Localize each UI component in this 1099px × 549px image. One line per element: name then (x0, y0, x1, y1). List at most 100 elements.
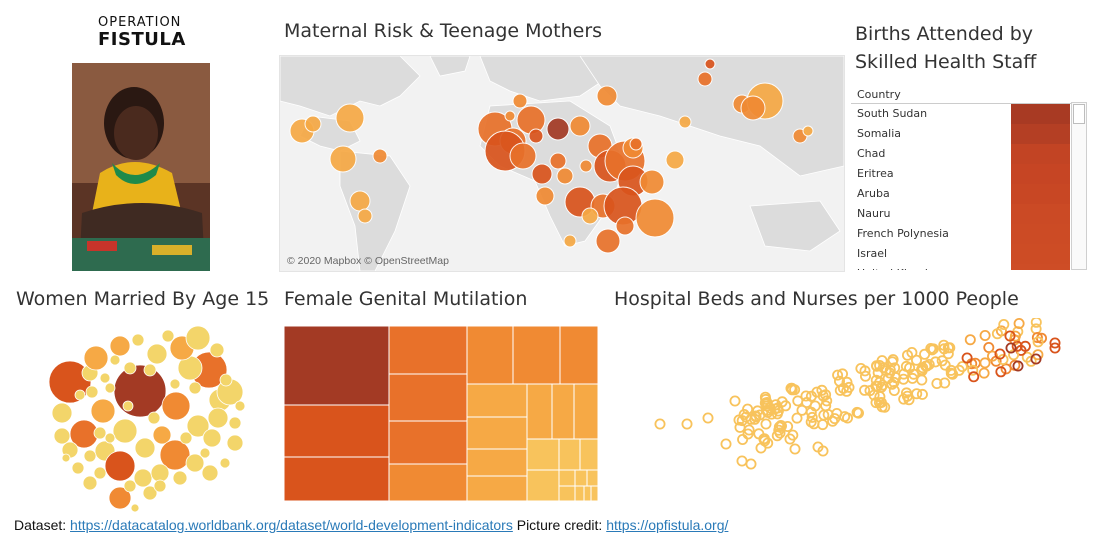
married-bubble[interactable] (109, 335, 131, 357)
married-bubble[interactable] (207, 407, 229, 429)
married-bubble[interactable] (133, 468, 153, 488)
scatter-point[interactable] (916, 388, 928, 400)
births-row[interactable]: Israel (857, 247, 888, 260)
births-bar[interactable] (1011, 164, 1070, 185)
map-bubble[interactable] (516, 105, 546, 135)
scatter-point[interactable] (820, 400, 832, 412)
married-bubbles[interactable] (30, 318, 260, 513)
married-bubble[interactable] (142, 485, 158, 501)
map-bubble[interactable] (581, 207, 599, 225)
map-bubble[interactable] (329, 145, 357, 173)
married-bubble[interactable] (146, 343, 168, 365)
map-bubble[interactable] (563, 234, 577, 248)
married-bubble[interactable] (104, 450, 136, 482)
scatter-point[interactable] (868, 389, 880, 401)
scatter-point[interactable] (654, 418, 666, 430)
fgm-cell[interactable] (526, 438, 560, 471)
births-bar[interactable] (1011, 224, 1070, 245)
scatter-point[interactable] (809, 400, 821, 412)
married-bubble[interactable] (209, 342, 225, 358)
married-bubble[interactable] (228, 416, 242, 430)
scatter-point[interactable] (837, 382, 849, 394)
births-row[interactable]: Chad (857, 147, 886, 160)
married-bubble[interactable] (123, 361, 137, 375)
married-bubble[interactable] (123, 479, 137, 493)
births-bar[interactable] (1011, 124, 1070, 145)
scatter-point[interactable] (786, 382, 798, 394)
scatter-point[interactable] (945, 367, 957, 379)
scatter-point[interactable] (782, 421, 794, 433)
births-row[interactable]: Eritrea (857, 167, 894, 180)
scatter-point[interactable] (919, 348, 931, 360)
scatter-point[interactable] (923, 359, 935, 371)
scatter-point[interactable] (791, 412, 803, 424)
map-bubble[interactable] (546, 117, 570, 141)
married-bubble[interactable] (74, 389, 86, 401)
married-bubble[interactable] (51, 402, 73, 424)
births-row[interactable]: South Sudan (857, 107, 928, 120)
scatter-point[interactable] (1004, 330, 1016, 342)
dataset-link[interactable]: https://datacatalog.worldbank.org/datase… (70, 517, 513, 533)
married-bubble[interactable] (53, 427, 71, 445)
map-bubble[interactable] (528, 128, 544, 144)
scatter-point[interactable] (910, 354, 922, 366)
scatter-point[interactable] (944, 342, 956, 354)
married-bubble[interactable] (186, 414, 210, 438)
scatter-point[interactable] (897, 373, 909, 385)
married-bubble[interactable] (161, 391, 191, 421)
married-bubble[interactable] (85, 385, 99, 399)
scatter-point[interactable] (787, 429, 799, 441)
scatter-point[interactable] (681, 418, 693, 430)
married-bubble[interactable] (83, 449, 97, 463)
married-bubble[interactable] (83, 345, 109, 371)
scatter-point[interactable] (859, 370, 871, 382)
scatter-point[interactable] (1009, 330, 1021, 342)
married-bubble[interactable] (122, 400, 134, 412)
scatter-point[interactable] (851, 406, 863, 418)
married-bubble[interactable] (179, 431, 193, 445)
fgm-cell[interactable] (573, 383, 599, 440)
scatter-point[interactable] (916, 374, 928, 386)
married-bubble[interactable] (90, 398, 116, 424)
scatter-point[interactable] (1019, 340, 1031, 352)
scatter-point[interactable] (939, 377, 951, 389)
married-bubble[interactable] (134, 437, 156, 459)
scatter-point[interactable] (742, 403, 754, 415)
married-bubble[interactable] (202, 428, 222, 448)
fgm-cell[interactable] (388, 325, 468, 375)
married-bubble[interactable] (153, 479, 167, 493)
map-bubble[interactable] (665, 150, 685, 170)
scatter-point[interactable] (832, 369, 844, 381)
map-bubble[interactable] (504, 110, 516, 122)
fgm-cell[interactable] (526, 469, 560, 502)
births-row[interactable]: United Kingdom (851, 264, 1017, 270)
births-bar[interactable] (1011, 244, 1070, 265)
scatter-point[interactable] (978, 367, 990, 379)
scatter-point[interactable] (1049, 342, 1061, 354)
fgm-cell[interactable] (388, 463, 468, 502)
scatter-point[interactable] (995, 366, 1007, 378)
map-bubble[interactable] (635, 198, 675, 238)
fgm-cell[interactable] (526, 383, 553, 440)
map-bubble[interactable] (569, 115, 591, 137)
married-bubble[interactable] (201, 464, 219, 482)
scatter-point[interactable] (1030, 353, 1042, 365)
scatter-point[interactable] (997, 354, 1009, 366)
map-bubble[interactable] (512, 93, 528, 109)
fgm-cell[interactable] (559, 325, 599, 385)
scatter-point[interactable] (740, 411, 752, 423)
scatter-point[interactable] (759, 397, 771, 409)
map-bubble[interactable] (335, 103, 365, 133)
scatter-point[interactable] (961, 352, 973, 364)
scatter-point[interactable] (888, 385, 900, 397)
births-table[interactable]: Country South Sudan Somalia Chad Eritrea Aru… (851, 86, 1088, 270)
scatter-point[interactable] (737, 434, 749, 446)
married-bubble[interactable] (219, 373, 233, 387)
scrollbar-thumb[interactable] (1073, 104, 1085, 124)
map-bubble[interactable] (596, 85, 618, 107)
births-row[interactable]: Somalia (857, 127, 902, 140)
fgm-cell[interactable] (283, 404, 390, 458)
married-bubble[interactable] (104, 382, 116, 394)
scatter-point[interactable] (775, 420, 787, 432)
scatter-point[interactable] (1031, 331, 1043, 343)
